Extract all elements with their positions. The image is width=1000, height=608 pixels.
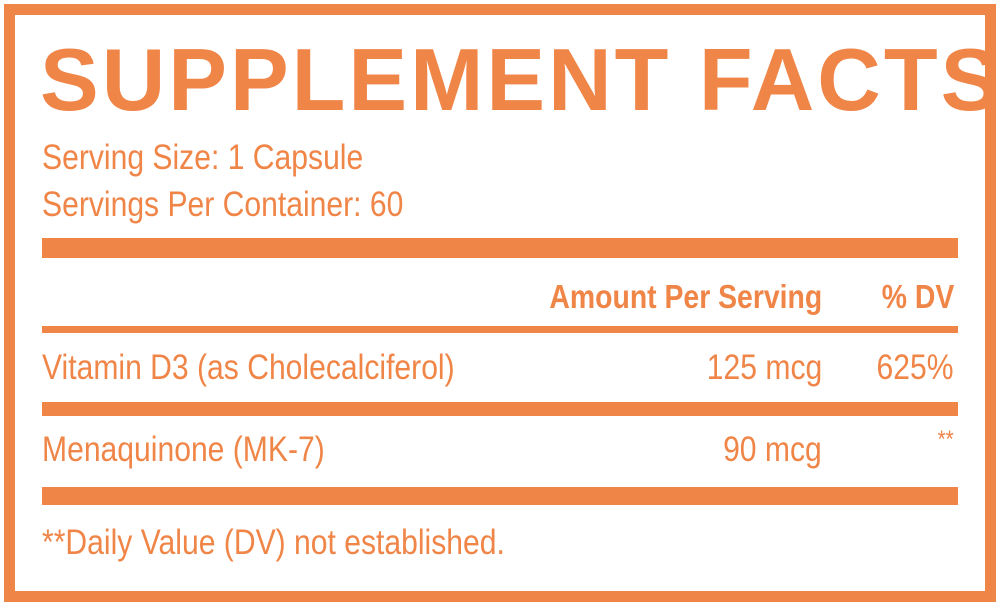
label-border	[4, 4, 996, 602]
thick-divider	[42, 487, 958, 505]
row-name: Vitamin D3 (as Cholecalciferol)	[42, 348, 455, 387]
thin-divider	[42, 326, 958, 333]
row-amount: 125 mcg	[706, 348, 822, 387]
footnote: **Daily Value (DV) not established.	[42, 523, 505, 562]
header-dv: % DV	[881, 278, 954, 315]
serving-size: Serving Size: 1 Capsule	[42, 138, 364, 177]
row-dv: **	[937, 426, 954, 453]
header-amount: Amount Per Serving	[549, 278, 822, 315]
row-divider	[42, 402, 958, 416]
label-title: SUPPLEMENT FACTS	[40, 30, 1000, 129]
row-amount: 90 mcg	[723, 430, 822, 469]
thick-divider	[42, 238, 958, 258]
row-name: Menaquinone (MK-7)	[42, 430, 325, 469]
row-dv: 625%	[877, 348, 954, 387]
servings-per-container: Servings Per Container: 60	[42, 185, 404, 224]
